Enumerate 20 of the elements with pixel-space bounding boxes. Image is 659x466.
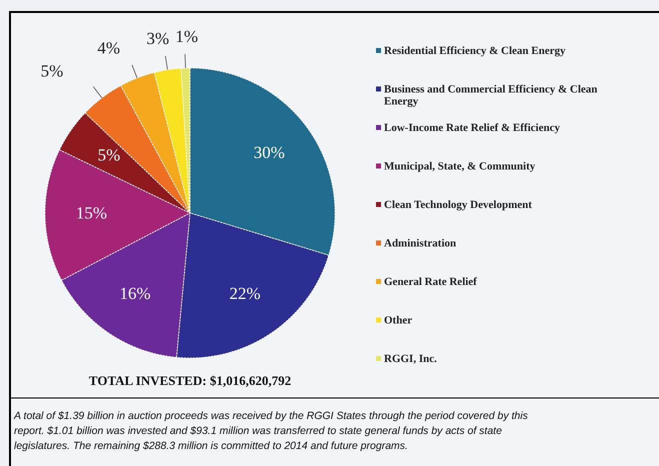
data-label: 1% [175,27,198,46]
data-label: 22% [229,284,261,303]
legend-label: Other [384,314,412,326]
data-label: 5% [98,146,120,165]
data-label: 3% [146,29,170,48]
data-label: 15% [76,203,107,222]
data-label: 30% [254,143,285,162]
text: TOTAL INVESTED: $1,016,620,792 [88,373,292,388]
data-label: 5% [40,61,64,80]
legend-label: Low-Income Rate Relief & Efficiency [384,122,560,134]
legend-label: Residential Efficiency & Clean Energy [384,45,566,57]
legend-label: Municipal, State, & Community [384,160,536,172]
data-label: 4% [97,38,120,58]
text: A total of $1.39 billion in auction proceeds was received by the RGGI States through the period covered by this report. $1.01 billion was invested and $93.1 million was transferred to state general funds by acts of state legislatures. The remaining $288.3 million is committed to 2014 and future programs. [13,410,529,452]
legend-label: RGGI, Inc. [384,353,438,365]
legend-label: Administration [384,238,456,250]
data-label: 16% [119,284,151,303]
legend-label: Business and Commercial Efficiency & Clean Energy [384,84,598,108]
legend-label: General Rate Relief [384,276,478,288]
legend-label: Clean Technology Development [384,199,532,211]
